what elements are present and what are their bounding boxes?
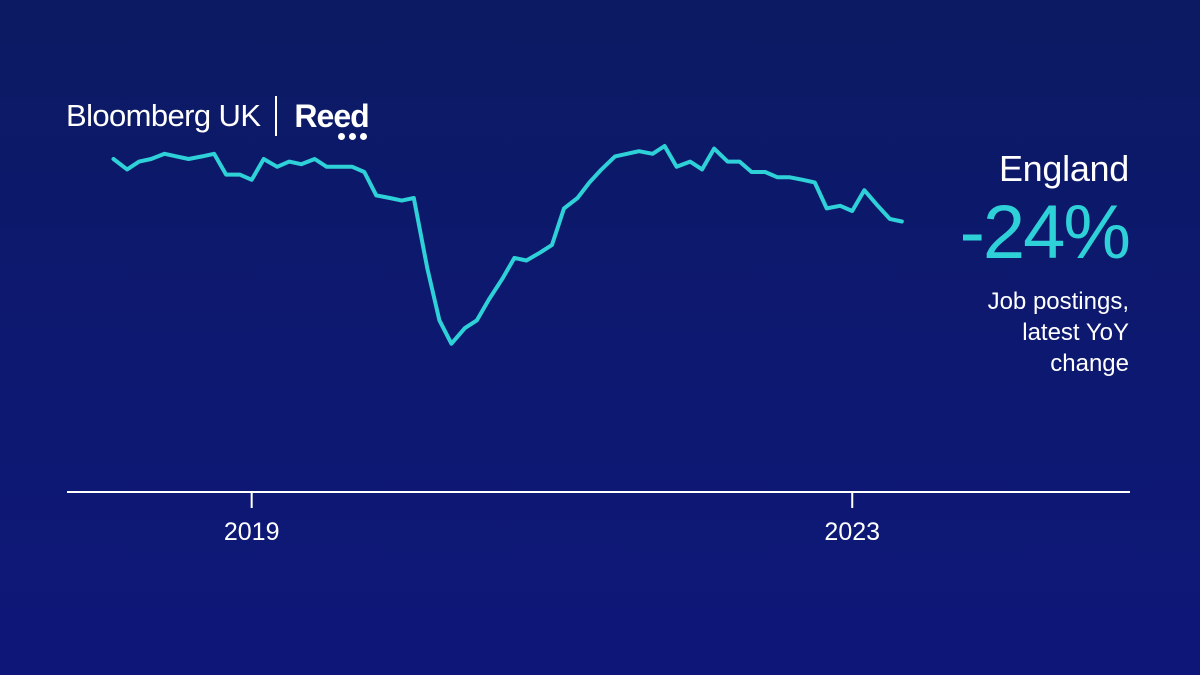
bloomberg-uk-logo: Bloomberg UK (66, 98, 261, 133)
caption-line: latest YoY (1022, 319, 1129, 346)
caption-line: change (1050, 350, 1129, 377)
x-tick-label: 2019 (224, 518, 280, 546)
x-axis: 2019 2023 (67, 491, 1130, 546)
reed-logo-text: Reed (294, 98, 369, 134)
series-layer (111, 144, 904, 346)
x-tick-label: 2023 (824, 518, 880, 546)
reed-dots-icon (338, 133, 368, 140)
summary-panel: England -24% Job postings, latest YoY ch… (869, 148, 1131, 379)
logo-divider (275, 96, 278, 136)
headline-value: -24% (959, 190, 1131, 275)
caption-line: Job postings, (987, 288, 1129, 315)
region-title: England (998, 148, 1129, 189)
reed-logo: Reed (294, 96, 370, 143)
series-line (111, 144, 904, 346)
brand-logos: Bloomberg UK Reed (66, 96, 370, 143)
value-caption: Job postings, latest YoY change (869, 286, 1129, 379)
